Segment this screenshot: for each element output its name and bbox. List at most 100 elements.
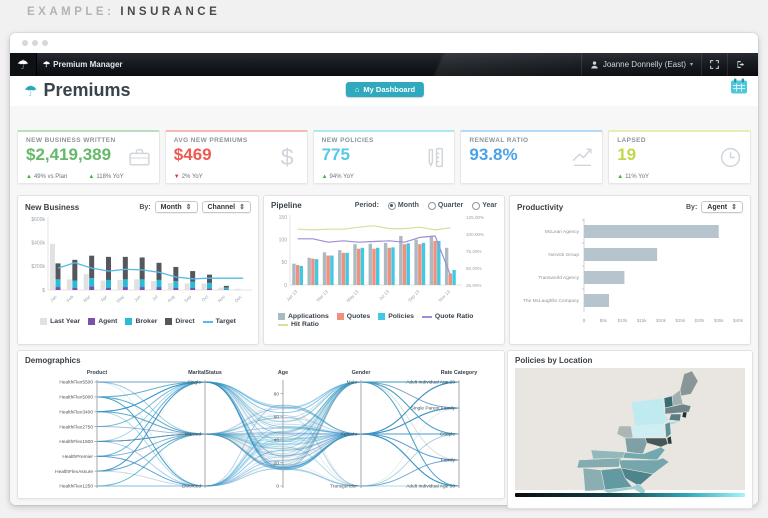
page-title-text: Premiums: [43, 80, 131, 100]
kpi-footers: ▲ 11% YoY: [617, 174, 742, 180]
kpi-value: $469: [173, 145, 212, 164]
svg-text:Divorced: Divorced: [182, 484, 201, 490]
navbar-right: Joanne Donnelly (East) ▾: [580, 53, 754, 76]
svg-text:$: $: [42, 288, 45, 294]
pipeline-header: Pipeline Period: Month Quarter Year: [264, 196, 504, 211]
logout-button[interactable]: [727, 53, 754, 76]
example-label-prefix: EXAMPLE:: [27, 6, 115, 18]
svg-text:$25k: $25k: [675, 318, 686, 323]
example-label-topic: INSURANCE: [120, 6, 221, 18]
svg-text:Jan: Jan: [49, 294, 58, 303]
pipeline-panel: Pipeline Period: Month Quarter Year 150 1…: [263, 195, 505, 345]
agent-dropdown[interactable]: Agent ⇕: [701, 201, 743, 213]
month-dropdown[interactable]: Month ⇕: [154, 201, 198, 213]
svg-text:Single Parent Family: Single Parent Family: [411, 406, 456, 412]
legend-item: Policies: [378, 313, 414, 320]
period-radio-year[interactable]: Year: [472, 201, 497, 210]
window-dot-2[interactable]: [32, 40, 38, 46]
trend-up-icon: [570, 145, 595, 170]
kpi-footer-text: 2% YoY: [181, 174, 203, 180]
svg-text:Transworld Agency: Transworld Agency: [538, 275, 579, 281]
updown-icon: ⇕: [185, 204, 192, 211]
kpi-footer-text: 49% vs Plan: [33, 174, 68, 180]
svg-text:HealthFlex2750: HealthFlex2750: [59, 424, 93, 430]
kpi-footers: ▼ 2% YoY: [174, 174, 299, 180]
calendar-button[interactable]: [730, 78, 748, 100]
user-name: Joanne Donnelly (East): [602, 60, 686, 69]
svg-text:Transgender: Transgender: [330, 484, 357, 490]
svg-text:HealthFlex3400: HealthFlex3400: [59, 409, 93, 415]
kpi-card-renewal-ratio: RENEWAL RATIO 93.8%: [460, 130, 604, 184]
svg-text:Gender: Gender: [352, 370, 372, 376]
svg-text:Apr: Apr: [100, 294, 109, 303]
svg-text:50: 50: [281, 260, 287, 266]
window-chrome-bar: [10, 33, 758, 53]
svg-text:HealthFlex5500: HealthFlex5500: [59, 380, 93, 386]
brand-logo[interactable]: ☂: [10, 53, 37, 76]
svg-text:HealthFlexAssure: HealthFlexAssure: [55, 469, 93, 475]
window-dot-3[interactable]: [42, 40, 48, 46]
svg-text:Nov: Nov: [217, 294, 227, 304]
logout-icon: [737, 60, 745, 69]
kpi-card-avg-new-premiums: AVG NEW PREMIUMS $469 $ ▼ 2% YoY: [164, 130, 308, 184]
legend-item: Applications: [278, 313, 329, 320]
svg-text:Married: Married: [185, 432, 202, 438]
fullscreen-button[interactable]: [701, 53, 727, 76]
user-icon: [591, 60, 598, 69]
svg-text:150: 150: [279, 215, 288, 221]
kpi-value: 19: [617, 145, 637, 164]
svg-text:Female: Female: [341, 432, 357, 438]
svg-text:Single: Single: [188, 380, 202, 386]
panel-title: Policies by Location: [515, 356, 593, 365]
svg-text:100.00%: 100.00%: [466, 232, 484, 237]
panel-title: New Business: [25, 202, 80, 212]
svg-text:Nov 13: Nov 13: [437, 289, 451, 303]
svg-text:Oct: Oct: [201, 294, 210, 303]
legend-item: Target: [202, 318, 236, 325]
umbrella-icon: ☂: [43, 60, 51, 69]
panel-title: Productivity: [517, 202, 564, 212]
svg-text:Jan 13: Jan 13: [285, 289, 298, 302]
dollar-icon: $: [280, 144, 294, 170]
svg-text:$5k: $5k: [600, 318, 608, 323]
svg-text:HealthPremier: HealthPremier: [62, 454, 93, 460]
kpi-value: 93.8%: [469, 145, 518, 164]
svg-text:25.00%: 25.00%: [466, 283, 482, 288]
window-dot-1[interactable]: [22, 40, 28, 46]
pipeline-chart: 150 100 50 0 125.00% 100.00% 75.00% 50.00% 25.00…: [279, 215, 484, 303]
pipeline-legend: Applications Quotes Policies Quote Ratio…: [278, 313, 490, 328]
kpi-label: LAPSED: [617, 137, 646, 144]
policies-icon: [422, 145, 447, 170]
kpi-value: 775: [321, 145, 350, 164]
kpi-label: NEW POLICIES: [321, 137, 374, 144]
svg-text:$20k: $20k: [656, 318, 667, 323]
period-radio-quarter[interactable]: Quarter: [427, 201, 463, 210]
legend-item: Quote Ratio: [421, 313, 473, 320]
policies-by-location-header: Policies by Location: [508, 351, 752, 366]
demographics-parallel-coordinates: Product HealthFlex5500 HealthFlex5000 Healt…: [55, 370, 478, 490]
new-business-legend: Last Year Agent Broker Direct Target: [40, 318, 236, 325]
kpi-footer-text: 94% YoY: [329, 174, 354, 180]
kpi-card-new-business-written: NEW BUSINESS WRITTEN $2,419,389 ▲ 49% vs …: [17, 130, 160, 184]
svg-text:Age: Age: [278, 370, 288, 376]
user-menu[interactable]: Joanne Donnelly (East) ▾: [580, 53, 701, 76]
briefcase-icon: [127, 145, 152, 170]
by-label: By:: [139, 203, 151, 211]
svg-text:125.00%: 125.00%: [466, 215, 484, 220]
svg-text:$10k: $10k: [618, 318, 629, 323]
svg-text:HealthFlex1500: HealthFlex1500: [59, 439, 93, 445]
svg-text:Product: Product: [87, 370, 108, 376]
svg-text:Rate Category: Rate Category: [441, 370, 478, 376]
kpi-card-new-policies: NEW POLICIES 775 ▲ 94% YoY: [312, 130, 456, 184]
svg-text:0: 0: [284, 283, 287, 289]
svg-text:HealthFlex5000: HealthFlex5000: [59, 395, 93, 401]
svg-text:Mar: Mar: [82, 294, 91, 303]
kpi-value: $2,419,389: [26, 145, 112, 164]
period-radio-month[interactable]: Month: [387, 201, 419, 210]
my-dashboard-button[interactable]: ⌂ My Dashboard: [345, 82, 425, 97]
channel-dropdown[interactable]: Channel ⇕: [201, 201, 251, 213]
policies-location-map: [515, 368, 745, 497]
umbrella-icon: ☂: [24, 82, 38, 100]
svg-text:Jul: Jul: [151, 294, 159, 302]
svg-text:Sep 13: Sep 13: [407, 289, 421, 303]
